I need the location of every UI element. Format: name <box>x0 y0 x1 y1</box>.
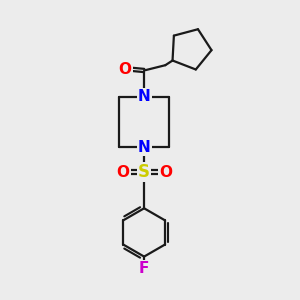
Text: O: O <box>116 165 129 180</box>
Text: O: O <box>159 165 172 180</box>
Text: F: F <box>139 262 149 277</box>
Text: N: N <box>138 140 151 154</box>
Text: O: O <box>118 61 131 76</box>
Text: N: N <box>138 89 151 104</box>
Text: S: S <box>138 163 150 181</box>
